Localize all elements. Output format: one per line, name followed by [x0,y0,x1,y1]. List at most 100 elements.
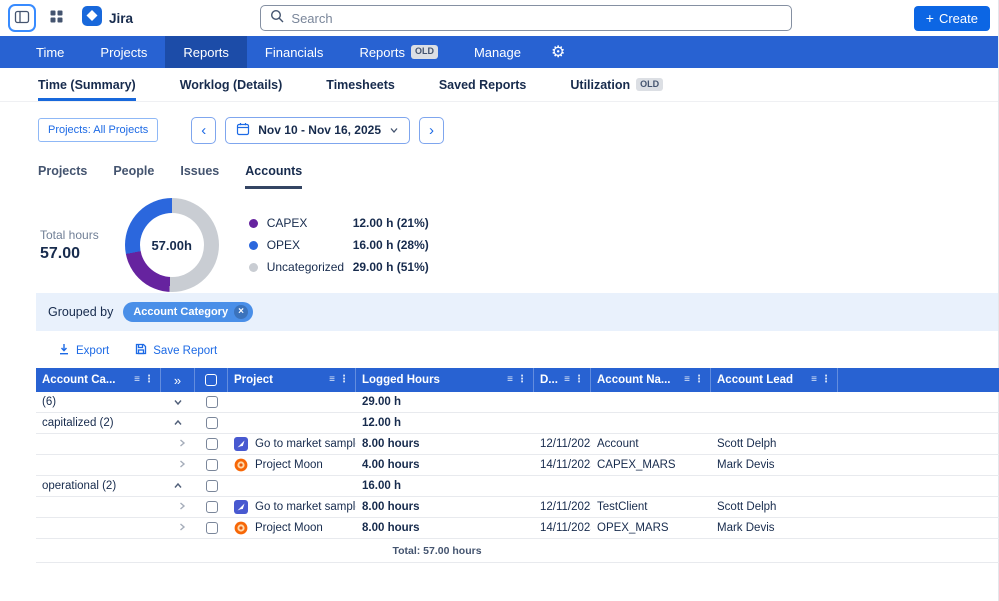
tab-projects[interactable]: Projects [38,164,87,189]
row-checkbox[interactable] [205,396,218,408]
nav-item-projects[interactable]: Projects [82,36,165,68]
donut-chart: 57.00h [124,198,219,292]
row-checkbox[interactable] [205,522,218,534]
date-range-picker[interactable]: Nov 10 - Nov 16, 2025 [225,116,410,144]
logged-hours: 8.00 hours [362,522,420,534]
worklog-date: 12/11/2025 [540,501,591,513]
table-group-row: (6) 29.00 h [36,392,999,413]
chevron-right-icon[interactable] [177,459,187,472]
group-pill-account-category[interactable]: Account Category × [123,302,254,322]
row-checkbox[interactable] [205,459,218,471]
legend-item-opex: OPEX 16.00 h (28%) [248,238,429,252]
expand-all-button[interactable]: » [161,368,195,392]
filter-icon[interactable]: ≡ [134,374,140,385]
filter-icon[interactable]: ≡ [507,374,513,385]
column-header-logged-hours[interactable]: Logged Hours ≡ ⋮ [356,368,534,392]
report-table: Account Ca... ≡ ⋮ » Project ≡ ⋮ Logged H… [36,368,999,563]
chevron-right-icon[interactable] [177,501,187,514]
account-name: OPEX_MARS [597,522,669,534]
double-chevron-icon: » [173,372,182,388]
column-header-filler [838,368,999,392]
search-input[interactable] [291,10,783,26]
total-hours-block: Total hours 57.00 [40,228,99,263]
column-header-account-category[interactable]: Account Ca... ≡ ⋮ [36,368,161,392]
tab-utilization[interactable]: Utilization OLD [570,68,664,101]
column-menu-icon[interactable]: ⋮ [144,374,154,385]
row-checkbox[interactable] [205,501,218,513]
column-header-date[interactable]: D... ≡ ⋮ [534,368,591,392]
nav-item-time[interactable]: Time [18,36,82,68]
account-lead: Scott Delph [717,501,777,513]
column-menu-icon[interactable]: ⋮ [694,374,704,385]
project-icon-moon [234,458,248,472]
project-name: Project Moon [255,522,323,534]
table-item-row: Go to market sample 8.00 hours 12/11/202… [36,434,999,455]
column-header-account-lead[interactable]: Account Lead ≡ ⋮ [711,368,838,392]
table-total: Total: 57.00 hours [392,544,482,557]
table-group-row: capitalized (2) 12.00 h [36,413,999,434]
app-name: Jira [109,10,134,26]
total-hours-label: Total hours [40,227,99,242]
grouped-by-label: Grouped by [48,305,114,319]
legend-dot-capex [248,218,258,228]
sidebar-toggle-button[interactable] [8,4,36,32]
app-switcher-button[interactable] [42,4,70,32]
next-period-button[interactable]: › [419,116,444,144]
report-subtabs: Time (Summary) Worklog (Details) Timeshe… [0,68,998,102]
row-checkbox[interactable] [205,438,218,450]
filter-icon[interactable]: ≡ [329,374,335,385]
create-button[interactable]: + Create [913,5,990,31]
tab-saved-reports[interactable]: Saved Reports [439,68,527,101]
group-collapse-toggle[interactable] [173,481,183,491]
chevron-right-icon[interactable] [177,522,187,535]
account-lead: Scott Delph [717,438,777,450]
table-footer-row: Total: 57.00 hours [36,539,999,563]
column-menu-icon[interactable]: ⋮ [574,374,584,385]
nav-item-reports[interactable]: Reports [165,36,247,68]
group-hours: 16.00 h [362,480,401,492]
summary-section: Total hours 57.00 57.00h CAPEX 12.00 h (… [40,197,998,293]
column-header-account-name[interactable]: Account Na... ≡ ⋮ [591,368,711,392]
row-checkbox[interactable] [205,417,218,429]
group-collapse-toggle[interactable] [173,418,183,428]
tab-issues[interactable]: Issues [180,164,219,189]
tab-accounts[interactable]: Accounts [245,164,303,189]
filter-icon[interactable]: ≡ [811,374,817,385]
select-all-checkbox[interactable] [205,374,217,386]
search-bar[interactable] [260,5,793,31]
prev-period-button[interactable]: ‹ [191,116,217,144]
column-header-project[interactable]: Project ≡ ⋮ [228,368,356,392]
group-expand-toggle[interactable] [173,397,183,407]
tab-people[interactable]: People [113,164,154,189]
remove-grouping-icon[interactable]: × [234,305,249,319]
legend-item-capex: CAPEX 12.00 h (21%) [248,216,429,230]
filter-icon[interactable]: ≡ [684,374,690,385]
nav-item-financials[interactable]: Financials [247,36,342,68]
table-actions: Export Save Report [58,343,998,358]
save-report-button[interactable]: Save Report [135,343,217,358]
save-icon [135,343,147,358]
column-menu-icon[interactable]: ⋮ [517,374,527,385]
row-checkbox[interactable] [205,480,218,492]
project-icon-rocket [234,437,248,451]
tab-timesheets[interactable]: Timesheets [326,68,395,101]
worklog-date: 14/11/2025 [540,522,591,534]
table-item-row: Go to market sample 8.00 hours 12/11/202… [36,497,999,518]
chevron-right-icon[interactable] [177,438,187,451]
nav-item-manage[interactable]: Manage [456,36,539,68]
project-name: Project Moon [255,459,323,471]
nav-item-reports-old[interactable]: Reports OLD [341,36,456,68]
tab-worklog-details[interactable]: Worklog (Details) [180,68,283,101]
brand[interactable]: Jira [76,5,139,31]
projects-filter-button[interactable]: Projects: All Projects [38,118,159,142]
column-menu-icon[interactable]: ⋮ [821,374,831,385]
column-menu-icon[interactable]: ⋮ [339,374,349,385]
main-nav: Time Projects Reports Financials Reports… [0,36,998,68]
tab-time-summary[interactable]: Time (Summary) [38,68,136,101]
filter-icon[interactable]: ≡ [564,374,570,385]
export-button[interactable]: Export [58,343,109,358]
settings-gear-icon[interactable]: ⚙ [539,36,577,68]
group-hours: 12.00 h [362,417,401,429]
account-lead: Mark Devis [717,459,775,471]
account-name: Account [597,438,639,450]
